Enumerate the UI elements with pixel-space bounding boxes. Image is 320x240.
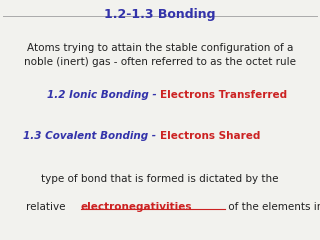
Text: Atoms trying to attain the stable configuration of a
noble (inert) gas - often r: Atoms trying to attain the stable config…: [24, 43, 296, 67]
Text: electronegativities: electronegativities: [81, 202, 192, 212]
Text: 1.3 Covalent Bonding -: 1.3 Covalent Bonding -: [23, 131, 160, 141]
Text: 1.2-1.3 Bonding: 1.2-1.3 Bonding: [104, 8, 216, 21]
Text: type of bond that is formed is dictated by the: type of bond that is formed is dictated …: [41, 174, 279, 184]
Text: Electrons Transferred: Electrons Transferred: [160, 90, 287, 100]
Text: 1.2 Ionic Bonding -: 1.2 Ionic Bonding -: [47, 90, 160, 100]
Text: Electrons Shared: Electrons Shared: [160, 131, 260, 141]
Text: relative: relative: [26, 202, 68, 212]
Text: of the elements involved: of the elements involved: [225, 202, 320, 212]
